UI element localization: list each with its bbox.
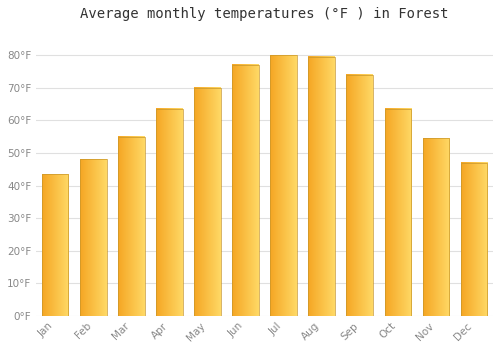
- Bar: [270, 55, 297, 316]
- Bar: [460, 163, 487, 316]
- Bar: [308, 57, 335, 316]
- Bar: [422, 138, 450, 316]
- Bar: [42, 174, 68, 316]
- Bar: [384, 109, 411, 316]
- Bar: [156, 109, 182, 316]
- Bar: [194, 88, 221, 316]
- Bar: [232, 65, 259, 316]
- Title: Average monthly temperatures (°F ) in Forest: Average monthly temperatures (°F ) in Fo…: [80, 7, 449, 21]
- Bar: [346, 75, 373, 316]
- Bar: [80, 160, 106, 316]
- Bar: [118, 136, 144, 316]
